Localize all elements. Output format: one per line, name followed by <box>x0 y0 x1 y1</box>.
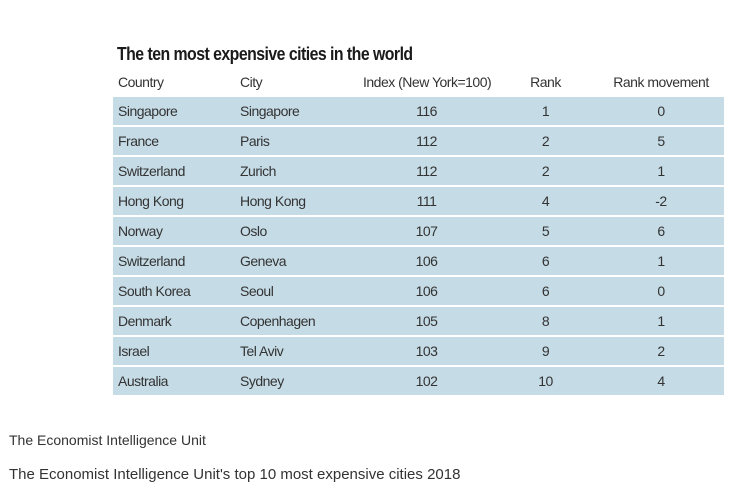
table-row: Switzerland Zurich 112 2 1 <box>113 157 724 187</box>
cell-country: Israel <box>113 337 240 367</box>
cell-index: 106 <box>360 247 493 277</box>
cell-rank: 2 <box>493 127 598 157</box>
table-row: Singapore Singapore 116 1 0 <box>113 97 724 127</box>
cell-country: Switzerland <box>113 157 240 187</box>
cell-rank-movement: 1 <box>598 247 724 277</box>
header-city: City <box>240 74 263 90</box>
cell-rank: 6 <box>493 277 598 307</box>
cell-city: Oslo <box>240 217 360 247</box>
cities-table-figure: The ten most expensive cities in the wor… <box>113 40 724 397</box>
cell-city: Seoul <box>240 277 360 307</box>
cell-country: Australia <box>113 367 240 397</box>
header-rank: Rank <box>530 74 561 90</box>
cell-index: 103 <box>360 337 493 367</box>
cell-index: 106 <box>360 277 493 307</box>
cell-city: Sydney <box>240 367 360 397</box>
cell-country: Singapore <box>113 97 240 127</box>
header-country: Country <box>118 74 164 90</box>
cell-rank-movement: 1 <box>598 157 724 187</box>
cell-rank: 5 <box>493 217 598 247</box>
cell-rank: 4 <box>493 187 598 217</box>
table-row: Switzerland Geneva 106 6 1 <box>113 247 724 277</box>
table-row: France Paris 112 2 5 <box>113 127 724 157</box>
cell-country: South Korea <box>113 277 240 307</box>
cell-rank-movement: 2 <box>598 337 724 367</box>
cities-table: Country City Index (New York=100) Rank R… <box>113 68 724 397</box>
cell-index: 111 <box>360 187 493 217</box>
table-title: The ten most expensive cities in the wor… <box>117 44 413 64</box>
cell-country: Norway <box>113 217 240 247</box>
cell-rank-movement: 5 <box>598 127 724 157</box>
cell-rank-movement: 0 <box>598 97 724 127</box>
cell-rank-movement: 6 <box>598 217 724 247</box>
table-row: Australia Sydney 102 10 4 <box>113 367 724 397</box>
cell-city: Paris <box>240 127 360 157</box>
cell-country: Switzerland <box>113 247 240 277</box>
cell-rank-movement: 4 <box>598 367 724 397</box>
cell-rank: 10 <box>493 367 598 397</box>
table-row: Hong Kong Hong Kong 111 4 -2 <box>113 187 724 217</box>
cell-index: 116 <box>360 97 493 127</box>
table-row: South Korea Seoul 106 6 0 <box>113 277 724 307</box>
cell-country: France <box>113 127 240 157</box>
cell-index: 107 <box>360 217 493 247</box>
cell-country: Hong Kong <box>113 187 240 217</box>
cell-city: Geneva <box>240 247 360 277</box>
cell-rank: 2 <box>493 157 598 187</box>
cell-index: 112 <box>360 157 493 187</box>
cell-index: 105 <box>360 307 493 337</box>
cell-index: 102 <box>360 367 493 397</box>
cell-city: Singapore <box>240 97 360 127</box>
cell-rank-movement: 0 <box>598 277 724 307</box>
cell-rank: 8 <box>493 307 598 337</box>
table-row: Denmark Copenhagen 105 8 1 <box>113 307 724 337</box>
header-index: Index (New York=100) <box>363 74 492 90</box>
cell-rank: 1 <box>493 97 598 127</box>
cell-city: Hong Kong <box>240 187 360 217</box>
cell-city: Copenhagen <box>240 307 360 337</box>
source-credit: The Economist Intelligence Unit <box>9 432 206 448</box>
table-row: Norway Oslo 107 5 6 <box>113 217 724 247</box>
header-rank-movement: Rank movement <box>613 74 709 90</box>
cell-rank-movement: 1 <box>598 307 724 337</box>
table-header-row: Country City Index (New York=100) Rank R… <box>113 68 724 97</box>
cell-city: Tel Aviv <box>240 337 360 367</box>
cell-rank-movement: -2 <box>598 187 724 217</box>
cell-rank: 6 <box>493 247 598 277</box>
cell-index: 112 <box>360 127 493 157</box>
cell-country: Denmark <box>113 307 240 337</box>
image-caption: The Economist Intelligence Unit's top 10… <box>9 466 461 483</box>
table-row: Israel Tel Aviv 103 9 2 <box>113 337 724 367</box>
cell-city: Zurich <box>240 157 360 187</box>
cell-rank: 9 <box>493 337 598 367</box>
